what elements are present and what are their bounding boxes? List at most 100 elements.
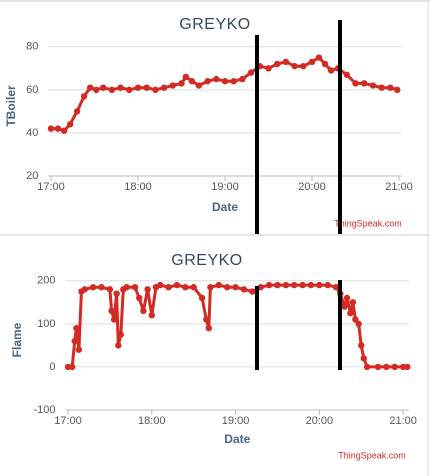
data-point [136, 294, 143, 302]
data-point [73, 108, 81, 115]
data-point [126, 86, 133, 94]
x-tick-label: 21:00 [385, 181, 413, 193]
data-point [86, 84, 94, 91]
data-point [205, 324, 212, 332]
x-tick-label: 18:00 [124, 181, 152, 193]
data-point [341, 303, 348, 310]
data-point [71, 337, 78, 345]
data-point [352, 80, 359, 87]
data-point [182, 284, 189, 291]
data-point [47, 125, 55, 132]
data-point [73, 324, 80, 332]
data-point [108, 86, 116, 94]
data-point [221, 78, 229, 85]
data-point [282, 58, 290, 66]
data-point [80, 93, 88, 100]
data-point [188, 78, 196, 85]
data-point [165, 284, 172, 291]
data-point [140, 307, 147, 315]
chart-title: GREYKO [171, 252, 242, 269]
data-point [69, 363, 76, 371]
data-point [249, 288, 256, 295]
data-point [89, 284, 97, 291]
x-tick-label: 17:00 [37, 181, 65, 193]
x-axis-label: Date [212, 200, 238, 214]
data-point [239, 75, 246, 83]
y-tick-label: 0 [49, 361, 55, 373]
data-point [143, 84, 150, 91]
data-point [75, 346, 83, 353]
data-point [134, 84, 142, 91]
x-tick-label: 19:00 [211, 181, 239, 193]
data-point [324, 281, 331, 289]
data-point [247, 69, 255, 76]
data-point [387, 84, 394, 91]
data-point [160, 84, 168, 91]
data-point [394, 86, 401, 94]
data-point [352, 316, 359, 323]
charts: 20 40 60 80 17:00 18:00 19:00 20:00 21:00 GREYKO D… [4, 16, 417, 460]
data-point [274, 281, 281, 289]
data-point [203, 316, 210, 323]
data-point [327, 67, 335, 74]
data-point [240, 286, 248, 293]
data-point [383, 363, 390, 371]
data-point [110, 316, 118, 323]
data-point [358, 342, 365, 349]
data-point [315, 54, 323, 61]
data-point [343, 71, 350, 78]
data-point [152, 86, 159, 94]
data-point [273, 60, 281, 68]
annotation-lines [255, 20, 342, 370]
data-point [349, 299, 357, 306]
data-point [100, 84, 107, 91]
data-point [321, 60, 329, 68]
data-point [299, 281, 306, 289]
y-tick-label: 20 [26, 170, 38, 182]
x-tick-label: 17:00 [54, 415, 82, 427]
data-point [332, 284, 340, 291]
data-point [282, 281, 290, 289]
credit: ThingSpeak.com [334, 218, 402, 228]
data-point [257, 284, 264, 291]
data-point [106, 286, 114, 293]
x-tick-label: 19:00 [222, 415, 250, 427]
data-point [156, 281, 164, 289]
x-tick-label: 20:00 [298, 181, 326, 193]
data-point [316, 281, 323, 289]
data-point [355, 320, 362, 328]
data-point [265, 281, 273, 289]
data-point [98, 284, 105, 291]
x-axis-label: Date [224, 432, 250, 446]
data-point [198, 294, 206, 302]
data-point [207, 284, 214, 291]
y-tick-label: 200 [37, 275, 55, 287]
data-point [195, 82, 203, 89]
data-point [54, 125, 62, 132]
data-point [173, 281, 181, 289]
data-point [169, 82, 177, 89]
data-point [391, 363, 398, 371]
data-point [115, 342, 122, 349]
data-point [148, 312, 155, 319]
x-tick-label: 20:00 [306, 415, 334, 427]
data-point [291, 281, 298, 289]
chart-title: GREYKO [179, 16, 250, 33]
data-point [232, 284, 239, 291]
data-point [213, 75, 220, 83]
data-point [93, 86, 100, 94]
data-point [131, 284, 139, 291]
data-point [307, 281, 315, 289]
data-point [347, 309, 354, 317]
data-point [300, 62, 307, 70]
data-point [144, 286, 151, 293]
y-tick-label: 40 [26, 127, 38, 139]
y-axis-label: Flame [10, 322, 24, 357]
data-point [60, 127, 68, 134]
data-point [343, 294, 351, 302]
y-axis-label: TBoiler [4, 85, 18, 127]
data-point [360, 80, 368, 87]
data-point [363, 363, 371, 371]
